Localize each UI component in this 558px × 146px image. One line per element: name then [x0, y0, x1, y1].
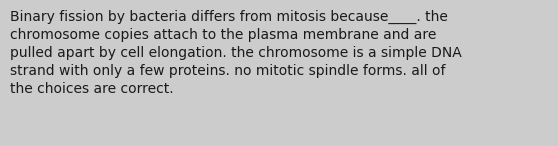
- Text: Binary fission by bacteria differs from mitosis because____. the
chromosome copi: Binary fission by bacteria differs from …: [10, 10, 462, 95]
